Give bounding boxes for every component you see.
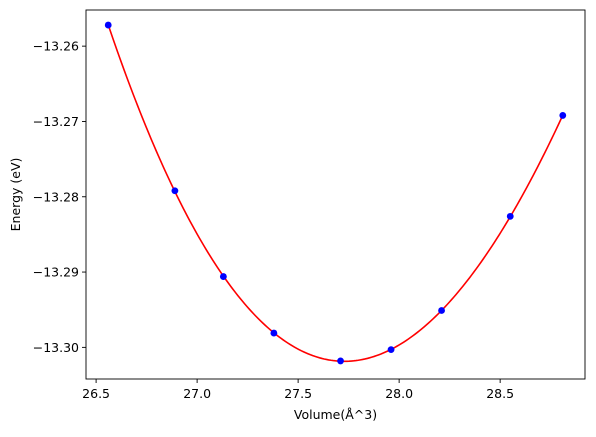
x-tick-label: 26.5 <box>82 386 110 401</box>
plot-frame <box>85 9 586 380</box>
y-tick-label: −13.28 <box>33 189 79 204</box>
data-point <box>270 329 278 337</box>
y-tick-label: −13.26 <box>33 39 79 54</box>
data-point <box>387 346 395 354</box>
data-point <box>559 112 567 119</box>
data-point <box>438 307 445 314</box>
x-tick-label: 27.5 <box>284 386 312 401</box>
y-axis-label: Energy (eV) <box>8 158 23 232</box>
y-tick-label: −13.27 <box>33 114 79 129</box>
data-point <box>337 357 344 365</box>
y-tick-label: −13.29 <box>33 265 79 280</box>
data-point <box>171 187 179 195</box>
data-point <box>219 273 227 280</box>
axes: 26.5 27.0 27.5 28.0 28.5 −13.26 −13.27 −13.28 −1… <box>33 9 586 401</box>
fit-curve <box>107 24 564 363</box>
data-point <box>506 212 514 220</box>
plot-area <box>104 21 567 365</box>
x-tick-label: 28.5 <box>486 386 514 401</box>
x-tick-label: 27.0 <box>183 386 211 401</box>
y-tick-label: −13.30 <box>33 340 79 355</box>
data-point <box>104 21 112 29</box>
x-axis-label: Volume(Å^3) <box>294 407 377 422</box>
x-tick-label: 28.0 <box>385 386 413 401</box>
